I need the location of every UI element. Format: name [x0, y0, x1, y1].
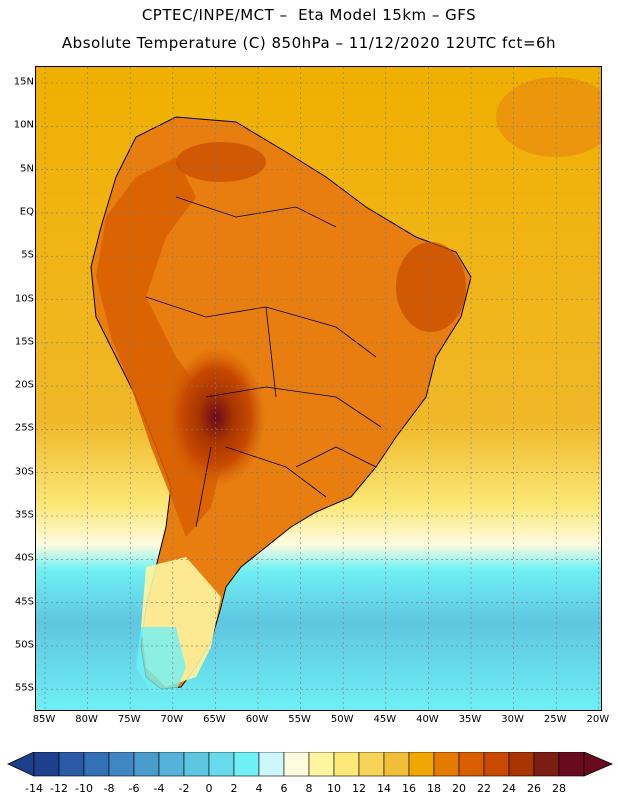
colorbar-tick-label: -12: [50, 782, 68, 795]
colorbar-swatch: [483, 752, 510, 777]
colorbar-swatch: [458, 752, 485, 777]
map-title-line1: CPTEC/INPE/MCT – Eta Model 15km – GFS: [141, 6, 477, 24]
colorbar-swatch: [58, 752, 85, 777]
longitude-tick-label: 80W: [75, 714, 98, 725]
colorbar-tick-label: 18: [427, 782, 441, 795]
southern-tip-cool: [136, 627, 186, 692]
longitude-tick-label: 25W: [543, 714, 567, 725]
colorbar-swatch: [233, 752, 260, 777]
latitude-tick-label: 25S: [14, 422, 34, 434]
latitude-tick-label: 10N: [13, 119, 34, 131]
colorbar-tick-label: 6: [280, 782, 288, 795]
colorbar-swatch: [208, 752, 235, 777]
colorbar-swatch: [558, 752, 585, 777]
chaco-heat-core: [166, 347, 266, 487]
colorbar-swatch: [408, 752, 435, 777]
colorbar-swatch: [133, 752, 160, 777]
colorbar-tick-label: 26: [527, 782, 541, 795]
latitude-tick-label: 55S: [14, 682, 34, 694]
colorbar-tick-label: 14: [377, 782, 391, 795]
colorbar-swatch: [258, 752, 285, 777]
longitude-tick-label: 75W: [117, 714, 141, 725]
longitude-tick-label: 85W: [32, 714, 56, 725]
colorbar-tick-label: 12: [352, 782, 366, 795]
longitude-tick-label: 40W: [416, 714, 439, 725]
longitude-tick-label: 20W: [586, 714, 610, 725]
colorbar-swatch: [508, 752, 535, 777]
colorbar-tick-label: -8: [103, 782, 115, 795]
temperature-map: [35, 66, 602, 711]
colorbar-tick-label: 0: [205, 782, 213, 795]
longitude-tick-label: 60W: [245, 714, 269, 725]
colorbar-tick-label: 16: [402, 782, 416, 795]
latitude-tick-label: 15S: [14, 336, 34, 348]
longitude-tick-label: 65W: [203, 714, 226, 725]
colorbar-swatch: [358, 752, 385, 777]
longitude-tick-label: 50W: [330, 714, 354, 725]
colorbar-swatch: [383, 752, 410, 777]
colorbar-min-arrow: [7, 752, 35, 777]
north-heat: [176, 142, 266, 182]
country-borders: [145, 196, 382, 528]
colorbar-tick-label: 22: [477, 782, 491, 795]
latitude-tick-label: 45S: [14, 596, 34, 608]
colorbar-swatch: [83, 752, 110, 777]
colorbar-tick-label: 24: [502, 782, 516, 795]
colorbar-tick-label: 4: [255, 782, 263, 795]
colorbar-tick-label: -14: [25, 782, 43, 795]
colorbar-tick-label: 20: [452, 782, 466, 795]
colorbar-tick-label: -4: [153, 782, 165, 795]
colorbar-max-arrow: [583, 752, 614, 777]
colorbar-swatch: [333, 752, 360, 777]
colorbar-swatch: [108, 752, 135, 777]
colorbar-swatch: [308, 752, 335, 777]
latitude-tick-label: 30S: [14, 466, 34, 478]
latitude-tick-label: 10S: [14, 293, 34, 304]
colorbar-swatch: [283, 752, 310, 777]
longitude-tick-label: 30W: [501, 714, 524, 725]
latitude-tick-label: 50S: [14, 639, 34, 651]
latitude-tick-label: 35S: [14, 509, 34, 521]
latitude-tick-label: 20S: [14, 379, 34, 391]
colorbar-swatch: [433, 752, 460, 777]
latitude-tick-label: 40S: [14, 552, 34, 564]
colorbar-swatch: [183, 752, 210, 777]
ne-brazil-heat: [396, 242, 466, 332]
latitude-tick-label: 5N: [20, 163, 34, 175]
longitude-tick-label: 55W: [288, 714, 311, 725]
colorbar-tick-label: 28: [552, 782, 566, 795]
latitude-tick-label: EQ: [19, 206, 34, 218]
colorbar-tick-label: -2: [178, 782, 190, 795]
latitude-tick-label: 15N: [13, 76, 34, 88]
colorbar-tick-label: -6: [128, 782, 140, 795]
longitude-tick-label: 70W: [160, 714, 184, 725]
colorbar-tick-label: 8: [305, 782, 313, 795]
colorbar-tick-label: -10: [75, 782, 93, 795]
colorbar-swatch: [33, 752, 60, 777]
colorbar-swatch: [533, 752, 560, 777]
latitude-tick-label: 5S: [21, 249, 34, 261]
longitude-tick-label: 35W: [458, 714, 482, 725]
warm-patch-atlantic: [496, 77, 601, 157]
temperature-colorbar: [7, 752, 614, 777]
colorbar-swatch: [158, 752, 185, 777]
longitude-tick-label: 45W: [373, 714, 397, 725]
map-title-line2: Absolute Temperature (C) 850hPa – 11/12/…: [61, 34, 557, 52]
colorbar-tick-label: 10: [327, 782, 341, 795]
map-canvas: [36, 67, 601, 710]
colorbar-tick-label: 2: [230, 782, 238, 795]
